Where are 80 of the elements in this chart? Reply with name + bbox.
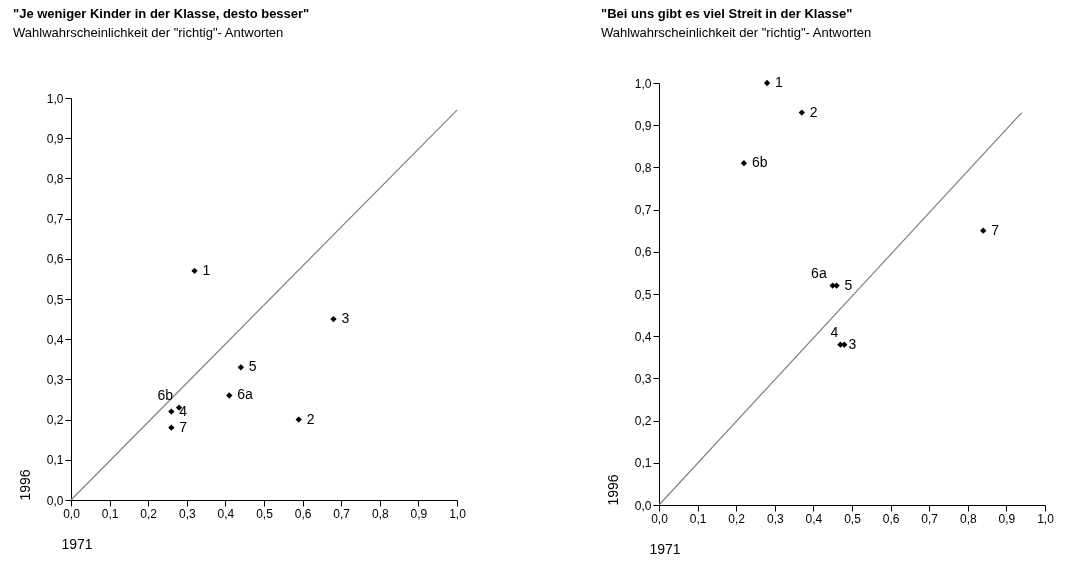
x-tick-label: 0,5 (256, 506, 274, 521)
y-tick-label: 0,0 (46, 493, 64, 508)
x-tick-label: 0,6 (294, 506, 312, 521)
x-tick-label: 1,0 (1037, 511, 1055, 526)
chart-subtitle: Wahlwahrscheinlichkeit der "richtig"- Antworten (13, 25, 284, 40)
x-tick-label: 0,7 (921, 511, 939, 526)
x-tick-label: 0,2 (140, 506, 158, 521)
point (295, 416, 302, 423)
x-tick-label: 0,5 (844, 511, 862, 526)
x-tick-label: 0,4 (217, 506, 235, 521)
annotation: 3 (848, 335, 857, 352)
point (841, 341, 848, 348)
point (740, 160, 748, 167)
y-tick-label: 0,7 (46, 212, 64, 227)
annotation: 6b (751, 154, 768, 171)
x-tick-label: 0,8 (959, 511, 977, 526)
y-tick-label: 0,2 (46, 413, 64, 428)
annotation: 3 (341, 310, 350, 327)
y-tick-label: 0,5 (46, 292, 64, 307)
annotation: 4 (830, 323, 839, 340)
annotation: 2 (809, 103, 818, 120)
point (330, 315, 337, 323)
point (829, 282, 836, 289)
y-tick-label: 0,6 (634, 245, 652, 260)
annotation: 6a (811, 264, 827, 281)
x-tick-label: 0,1 (689, 511, 707, 526)
x-tick-label: 0,3 (178, 506, 196, 521)
x-tick-label: 0,0 (63, 506, 81, 521)
annotation: 5 (248, 358, 257, 375)
x-tick-label: 0,6 (882, 511, 900, 526)
x-tick-label: 0,8 (371, 506, 389, 521)
y-tick-label: 0,4 (634, 329, 652, 344)
annotation: 1 (775, 74, 784, 90)
point (798, 109, 805, 116)
y-tick-label: 0,6 (46, 252, 64, 267)
point (226, 392, 233, 399)
y-tick-label: 0,9 (634, 118, 652, 133)
x-tick-label: 0,9 (998, 511, 1016, 526)
annotation: 5 (844, 276, 853, 293)
y-tick-label: 0,3 (634, 371, 652, 386)
annotation: 1 (202, 261, 211, 278)
y-tick-label: 1,0 (634, 76, 652, 91)
x-tick-label: 0,1 (101, 506, 119, 521)
point (168, 424, 175, 431)
y-tick-label: 0,4 (46, 332, 64, 347)
x-tick-label: 0,0 (651, 511, 669, 526)
annotation: 2 (306, 410, 315, 427)
x-tick-label: 0,4 (805, 511, 823, 526)
y-tick-label: 0,8 (46, 171, 64, 186)
y-tick-label: 0,5 (634, 287, 652, 302)
point (191, 267, 198, 275)
point (237, 364, 244, 371)
y-tick-label: 0,8 (634, 160, 652, 175)
y-tick-label: 0,3 (46, 372, 64, 387)
chart-subtitle: Wahlwahrscheinlichkeit der "richtig"- Antworten (601, 25, 872, 40)
x-axis-title: 1971 (61, 535, 93, 552)
annotation: 6b (157, 386, 174, 403)
y-tick-label: 0,7 (634, 203, 652, 218)
x-tick-label: 1,0 (449, 506, 467, 521)
point (980, 227, 987, 234)
point (763, 79, 771, 87)
annotation: 4 (179, 402, 188, 419)
x-tick-label: 0,9 (410, 506, 428, 521)
x-tick-label: 0,7 (333, 506, 351, 521)
annotation: 6a (237, 386, 254, 403)
annotation: 7 (991, 221, 1000, 238)
y-axis-title: 1996 (604, 474, 621, 506)
point (168, 408, 175, 415)
y-tick-label: 1,0 (46, 91, 64, 106)
y-tick-label: 0,1 (46, 453, 64, 468)
y-tick-label: 0,2 (634, 414, 652, 429)
x-tick-label: 0,2 (728, 511, 746, 526)
x-axis-title: 1971 (649, 540, 681, 557)
chart-title: "Bei uns gibt es viel Streit in der Klasse" (601, 6, 853, 21)
y-tick-label: 0,9 (46, 131, 64, 146)
y-axis-title: 1996 (16, 469, 33, 501)
chart-title: "Je weniger Kinder in der Klasse, desto besser" (13, 6, 310, 21)
annotation: 7 (179, 418, 188, 435)
y-tick-label: 0,1 (634, 456, 652, 471)
x-tick-label: 0,3 (766, 511, 784, 526)
